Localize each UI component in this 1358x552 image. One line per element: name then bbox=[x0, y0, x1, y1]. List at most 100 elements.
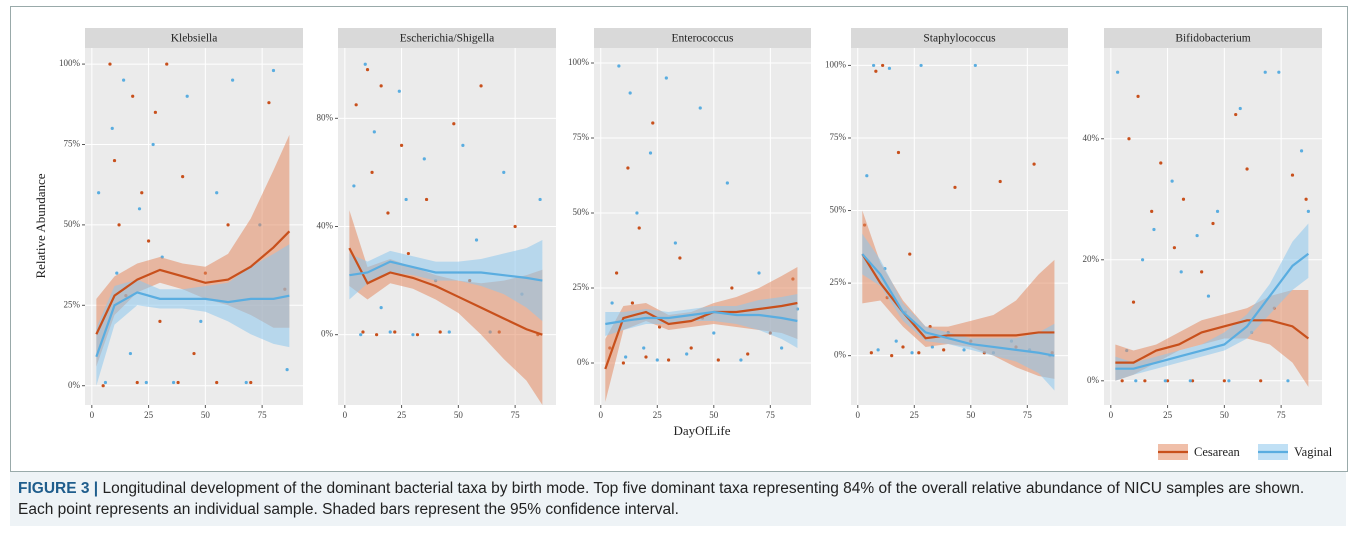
point bbox=[617, 64, 621, 68]
point bbox=[165, 62, 169, 66]
point bbox=[1172, 246, 1176, 250]
x-tick-label: 0 bbox=[856, 410, 861, 420]
point bbox=[1299, 149, 1304, 153]
point bbox=[1234, 112, 1238, 117]
point bbox=[712, 331, 716, 335]
point bbox=[746, 352, 750, 356]
point bbox=[910, 351, 914, 355]
point bbox=[953, 185, 957, 189]
point bbox=[1134, 379, 1138, 383]
point bbox=[452, 122, 456, 126]
point bbox=[865, 174, 869, 178]
point bbox=[176, 380, 180, 385]
point bbox=[397, 89, 401, 93]
trend-line bbox=[1115, 319, 1310, 364]
trend-line bbox=[1115, 252, 1310, 370]
point bbox=[1222, 379, 1226, 383]
x-tick-label: 0 bbox=[343, 410, 348, 420]
y-tick-label: 100% bbox=[825, 59, 847, 69]
point bbox=[637, 226, 641, 230]
y-tick-label: 0% bbox=[834, 350, 847, 360]
trend-line bbox=[861, 253, 1055, 357]
x-tick-label: 75 bbox=[766, 410, 776, 420]
point bbox=[153, 110, 157, 114]
caption-label: FIGURE 3 | bbox=[18, 480, 99, 497]
strip bbox=[1104, 28, 1322, 48]
y-tick-label: 25% bbox=[830, 277, 847, 287]
trend-line bbox=[95, 291, 290, 358]
point bbox=[388, 330, 392, 334]
caption-text: Longitudinal development of the dominant… bbox=[18, 480, 1305, 518]
point bbox=[1190, 379, 1195, 383]
point bbox=[1165, 379, 1170, 383]
point bbox=[438, 330, 442, 334]
trend-line bbox=[861, 253, 1055, 340]
point bbox=[192, 351, 196, 356]
point bbox=[998, 179, 1002, 184]
point bbox=[479, 84, 483, 88]
point bbox=[1143, 379, 1147, 383]
x-tick-label: 75 bbox=[1277, 410, 1287, 420]
point bbox=[725, 181, 729, 185]
point bbox=[1159, 161, 1163, 165]
point bbox=[673, 241, 677, 245]
point bbox=[1263, 70, 1267, 74]
point bbox=[1127, 137, 1131, 141]
point bbox=[651, 121, 655, 125]
y-tick-label: 80% bbox=[317, 112, 334, 122]
point bbox=[411, 333, 415, 337]
panel-title: Bifidobacterium bbox=[1175, 33, 1250, 45]
point bbox=[1150, 209, 1154, 213]
point bbox=[1195, 233, 1199, 238]
point bbox=[1277, 70, 1281, 74]
x-tick-label: 50 bbox=[1220, 410, 1230, 420]
point bbox=[624, 355, 628, 359]
point bbox=[365, 68, 370, 72]
point bbox=[780, 346, 784, 350]
strip bbox=[338, 28, 556, 48]
confidence-band bbox=[96, 244, 290, 386]
point bbox=[352, 184, 356, 188]
point bbox=[874, 69, 878, 73]
point bbox=[678, 256, 682, 260]
y-axis-title: Relative Abundance bbox=[33, 173, 48, 278]
panel-title: Enterococcus bbox=[672, 33, 734, 45]
caption: FIGURE 3 | Longitudinal development of t… bbox=[10, 472, 1346, 526]
point bbox=[144, 380, 148, 385]
point bbox=[399, 143, 404, 147]
point bbox=[361, 330, 365, 334]
figure-frame bbox=[10, 6, 1348, 472]
point bbox=[244, 380, 248, 385]
point bbox=[1227, 379, 1231, 383]
x-tick-label: 50 bbox=[201, 410, 211, 420]
point bbox=[1206, 294, 1211, 298]
point bbox=[1211, 221, 1215, 226]
x-tick-label: 0 bbox=[90, 410, 95, 420]
point bbox=[626, 166, 630, 170]
point bbox=[942, 348, 946, 352]
point bbox=[685, 352, 689, 356]
point bbox=[375, 333, 379, 337]
point bbox=[185, 94, 189, 98]
point bbox=[1152, 227, 1156, 232]
point bbox=[1181, 197, 1186, 201]
point bbox=[1131, 300, 1136, 304]
panel-title: Klebsiella bbox=[171, 33, 218, 45]
point bbox=[1286, 379, 1290, 383]
point bbox=[285, 368, 289, 372]
y-tick-label: 25% bbox=[573, 282, 590, 292]
point bbox=[354, 103, 358, 107]
x-tick-label: 25 bbox=[653, 410, 663, 420]
point bbox=[896, 150, 901, 155]
point bbox=[404, 197, 408, 202]
confidence-band bbox=[349, 210, 543, 405]
point bbox=[1238, 106, 1242, 111]
point bbox=[112, 158, 117, 163]
y-tick-label: 20% bbox=[1083, 254, 1100, 264]
legend-label: Cesarean bbox=[1194, 445, 1241, 459]
point bbox=[538, 197, 542, 202]
point bbox=[215, 380, 219, 385]
point bbox=[267, 101, 271, 105]
point bbox=[628, 91, 632, 95]
